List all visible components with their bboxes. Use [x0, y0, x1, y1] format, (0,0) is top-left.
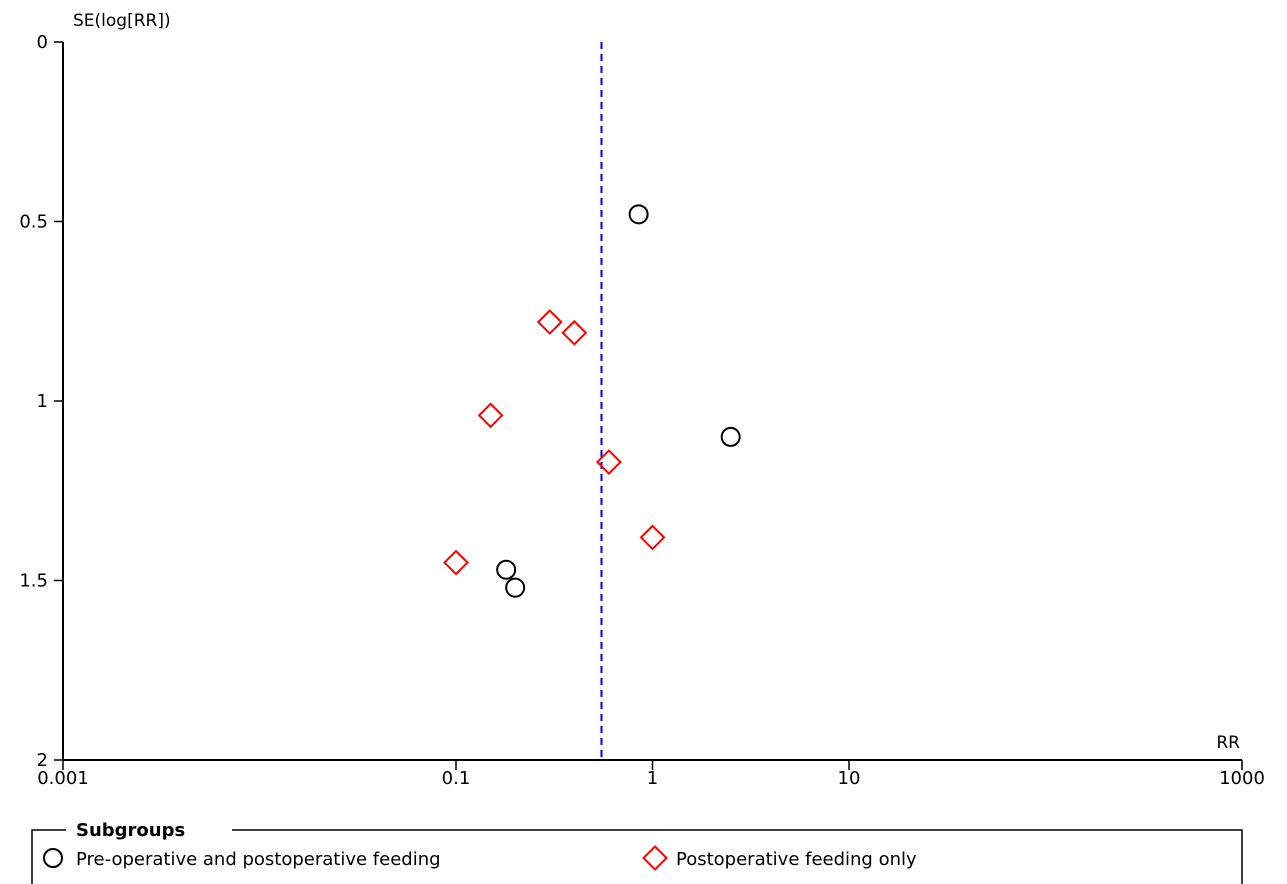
diamond-point — [561, 319, 588, 346]
diamond-point — [443, 549, 469, 576]
x-tick-label: 0.1 — [442, 768, 471, 789]
y-tick-label: 1.5 — [19, 571, 48, 592]
legend-frame — [31, 829, 1243, 884]
circle-point — [505, 577, 526, 598]
legend-title: Subgroups — [76, 820, 185, 841]
legend-circle-icon — [43, 848, 63, 868]
axes — [62, 42, 1242, 761]
legend-diamond-icon — [642, 845, 668, 871]
legend-label: Pre-operative and postoperative feeding — [76, 849, 441, 870]
x-tick-label: 1 — [647, 768, 658, 789]
y-axis-title: SE(log[RR]) — [73, 11, 171, 31]
diamond-point — [639, 524, 666, 551]
y-tick-label: 0.5 — [19, 212, 48, 233]
x-tick-label: 1000 — [1219, 768, 1265, 789]
series-1 — [496, 204, 741, 598]
x-tick-label: 10 — [838, 768, 861, 789]
y-ticks: 0 0.5 1 1.5 2 — [19, 32, 63, 771]
series-2 — [443, 309, 666, 576]
x-tick-label: 0.001 — [37, 768, 89, 789]
diamond-point — [536, 309, 563, 335]
y-tick-label: 0 — [37, 32, 48, 53]
x-ticks: 0.001 0.1 1 10 1000 — [37, 760, 1265, 789]
diamond-point — [477, 402, 504, 429]
circle-point — [720, 426, 741, 447]
data-points — [443, 204, 741, 598]
legend-items: Pre-operative and postoperative feeding P… — [43, 845, 917, 871]
legend-item-1: Pre-operative and postoperative feeding — [43, 848, 441, 870]
circle-point — [496, 559, 517, 580]
legend: Subgroups Pre-operative and postoperativ… — [31, 820, 1243, 884]
legend-label: Postoperative feeding only — [676, 849, 917, 870]
x-axis-title: RR — [1216, 733, 1240, 753]
diamond-point — [595, 449, 622, 475]
legend-item-2: Postoperative feeding only — [642, 845, 917, 871]
y-tick-label: 1 — [37, 391, 48, 412]
y-tick-label: 2 — [37, 750, 48, 771]
circle-point — [628, 204, 649, 225]
